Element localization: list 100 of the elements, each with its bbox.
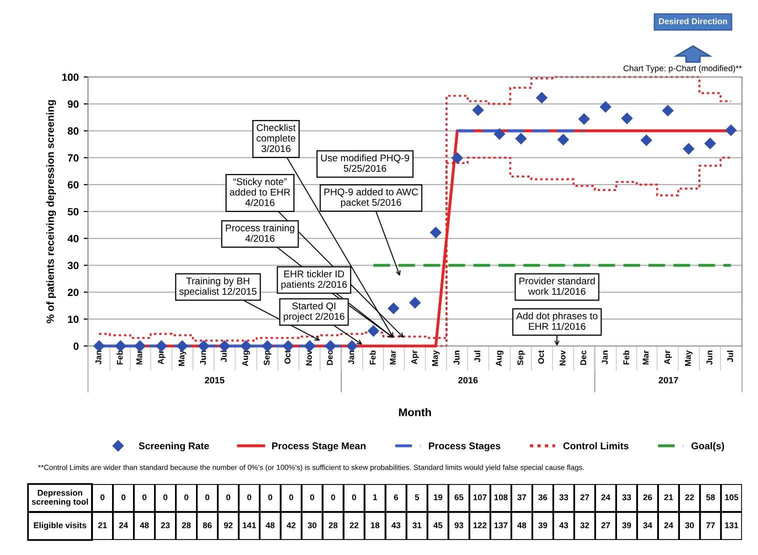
data-label: 39	[622, 522, 632, 528]
x-tick-label: Aug	[496, 350, 504, 366]
point	[282, 340, 294, 352]
data-label: 22	[350, 522, 358, 528]
data-label: 33	[622, 494, 632, 500]
data-label: 0	[352, 494, 356, 500]
x-tick-label: Jun	[706, 350, 712, 365]
data-label: 45	[433, 522, 442, 528]
y-tick-label: 50	[68, 208, 79, 216]
point	[494, 128, 506, 140]
data-label: 43	[559, 522, 568, 528]
text: 2015	[204, 377, 224, 384]
y-tick-label: Depression screening tool	[32, 490, 88, 506]
point	[430, 226, 442, 238]
data-label: 92	[224, 522, 233, 528]
x-tick-label: Feb	[370, 350, 376, 364]
x-tick-label: Jul	[727, 350, 734, 362]
data-label: 21	[98, 522, 107, 528]
x-tick-label: Mar	[390, 350, 396, 364]
legend-label: Process Stages	[428, 442, 500, 452]
x-tick-label: Sep	[264, 350, 272, 366]
point	[304, 340, 316, 352]
data-label: 33	[559, 494, 568, 500]
data-label: 0	[310, 494, 314, 500]
point	[218, 340, 230, 352]
data-label: 131	[725, 522, 738, 528]
data-label: 0	[142, 494, 146, 500]
x-tick-label: Jan	[348, 350, 354, 364]
data-label: 5	[414, 494, 420, 500]
point	[725, 124, 737, 136]
y-tick-label: 100	[62, 74, 79, 81]
data-label: 0	[205, 494, 210, 500]
annotation: Started QI project 2/2016	[284, 302, 344, 322]
x-tick-label: Mar	[136, 350, 142, 364]
point	[346, 340, 358, 352]
annotation: Process training 4/2016	[226, 224, 294, 242]
annotation: Add dot phrases to EHR 11/2016	[516, 312, 598, 330]
annotation: Checklist complete 3/2016	[256, 124, 296, 152]
x-tick-label: Oct	[538, 350, 544, 364]
data-label: 18	[370, 522, 380, 528]
data-label: 22	[685, 494, 694, 500]
legend-label: Goal(s)	[691, 442, 724, 452]
point	[388, 302, 400, 314]
data-label: 28	[182, 522, 191, 528]
data-label: 31	[412, 522, 422, 528]
x-tick-label: Jul	[220, 350, 227, 362]
data-label: 6	[394, 494, 398, 500]
data-label: 0	[268, 494, 272, 500]
data-label: 24	[119, 522, 128, 528]
point	[198, 340, 210, 352]
x-tick-label: Dec	[580, 350, 586, 365]
x-axis-title: Month	[399, 408, 431, 416]
text: 2017	[658, 377, 678, 384]
data-label: 141	[242, 522, 256, 528]
data-label: 0	[121, 494, 126, 500]
point	[662, 105, 674, 116]
data-label: 1	[373, 494, 378, 500]
point	[240, 340, 252, 352]
data-label: 27	[580, 494, 590, 500]
data-label: 32	[580, 522, 590, 528]
data-label: 21	[664, 494, 674, 500]
x-tick-label: May	[432, 350, 440, 366]
x-tick-label: Nov	[560, 350, 566, 366]
point	[262, 340, 274, 352]
legend-label: Control Limits	[563, 442, 628, 450]
y-tick-label: 0	[74, 342, 79, 350]
x-tick-label: Feb	[116, 350, 123, 364]
text: Chart Type: p-Chart (modified)**	[624, 65, 742, 73]
data-label: 0	[226, 494, 230, 500]
y-tick-label: 20	[68, 288, 79, 296]
data-label: 48	[266, 522, 275, 528]
data-label: 122	[473, 522, 487, 528]
point	[558, 134, 569, 146]
x-tick-label: Aug	[242, 350, 250, 366]
point	[600, 101, 612, 112]
y-tick-label: 60	[68, 181, 79, 188]
data-label: 93	[454, 522, 464, 528]
data-label: 0	[163, 494, 168, 500]
x-tick-label: Feb	[623, 350, 630, 364]
data-label: 30	[308, 522, 316, 528]
point	[324, 340, 336, 352]
point	[368, 325, 380, 337]
data-label: 24	[664, 522, 674, 528]
data-label: 39	[538, 522, 548, 528]
annotation: Provider standard work 11/2016	[519, 277, 595, 295]
data-label: 34	[643, 522, 652, 528]
point	[536, 92, 548, 104]
point	[578, 113, 590, 125]
data-label: 0	[184, 494, 188, 500]
annotation: Training by BH specialist 12/2015	[179, 277, 257, 297]
y-tick-label: 80	[68, 127, 79, 135]
x-tick-label: Dec	[326, 350, 333, 365]
data-label: 48	[140, 522, 149, 528]
x-tick-label: Oct	[284, 350, 290, 364]
x-tick-label: Sep	[517, 350, 525, 366]
data-label: 77	[706, 522, 715, 528]
data-label: 107	[473, 494, 486, 500]
legend-label: Process Stage Mean	[272, 442, 366, 452]
annotation: PHQ-9 added to AWC packet 5/2016	[324, 188, 418, 208]
data-label: 37	[517, 494, 526, 500]
